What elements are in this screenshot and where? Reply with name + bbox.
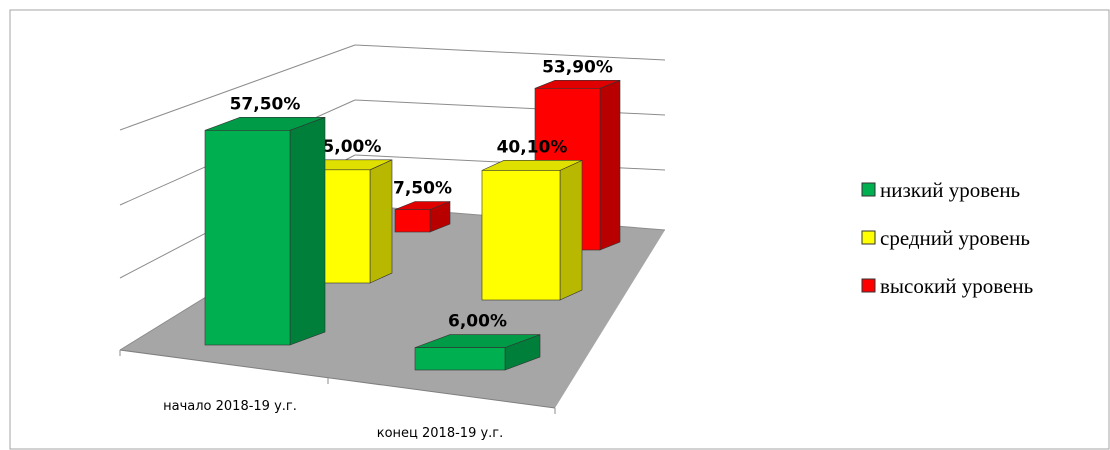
legend-swatch <box>861 230 876 245</box>
bar <box>414 347 506 371</box>
bar <box>481 170 561 301</box>
legend-label: высокий уровень <box>880 274 1033 298</box>
data-label: 40,10% <box>497 137 568 157</box>
bar <box>394 209 431 233</box>
data-label: 6,00% <box>448 312 507 332</box>
x-tick-label: начало 2018-19 у.г. <box>163 399 297 414</box>
bar-side <box>369 159 393 284</box>
legend-label: низкий уровень <box>880 178 1020 202</box>
legend-swatch <box>861 278 876 293</box>
bar-side <box>599 79 621 251</box>
data-label: 53,90% <box>542 57 613 77</box>
legend-label: средний уровень <box>880 226 1030 250</box>
data-label: 57,50% <box>230 94 301 114</box>
legend-swatch <box>861 182 876 197</box>
bar-side <box>559 159 583 301</box>
bar <box>204 130 291 346</box>
x-tick-label: конец 2018-19 у.г. <box>377 426 504 441</box>
bar-side <box>289 116 326 346</box>
data-label: 35,00% <box>311 137 382 157</box>
data-label: 7,50% <box>393 179 452 199</box>
